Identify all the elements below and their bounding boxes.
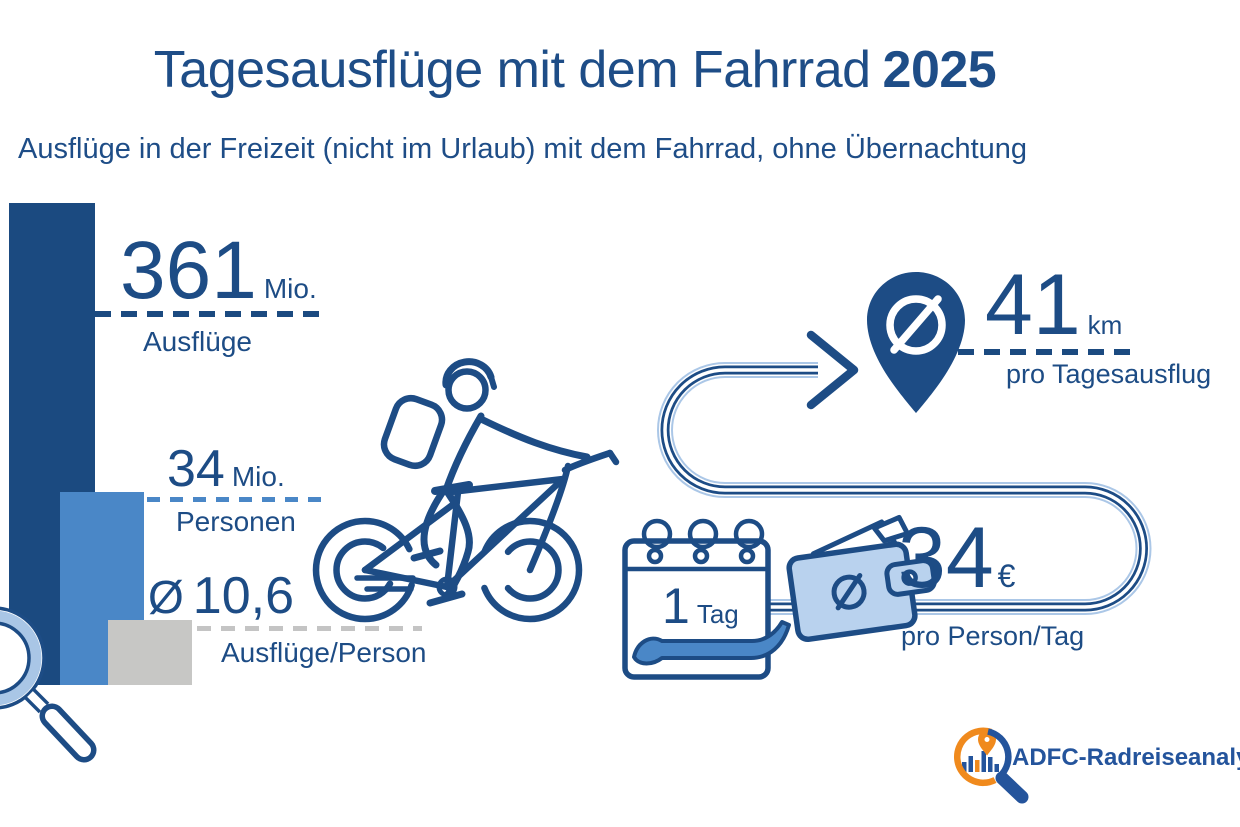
stat-personen: 34 Mio. [167, 443, 285, 495]
stat-distanz-value: 41 [985, 257, 1081, 353]
arrow-icon [806, 330, 859, 410]
leader-line-distanz [958, 349, 1138, 355]
calendar-icon [622, 518, 791, 680]
average-symbol-pin [886, 295, 946, 355]
location-pin-icon [867, 272, 965, 413]
route-path [657, 362, 1152, 615]
stat-ausgaben-label: pro Person/Tag [901, 621, 1085, 651]
stat-distanz-label: pro Tagesausflug [1006, 359, 1212, 389]
stat-ausgaben: 34 € [898, 515, 1015, 601]
stat-ausgaben-value: 34 [898, 510, 994, 606]
average-symbol-wallet [831, 573, 867, 611]
stat-dauer-value: 1 [662, 578, 690, 634]
leader-line-ausfluege [95, 311, 321, 317]
bar-ausfluege-pro-person [108, 620, 192, 685]
logo-pin-icon [978, 730, 996, 756]
bicycle-rider-icon [312, 358, 620, 623]
stat-ausfluege-label: Ausflüge [143, 326, 252, 357]
page-title: Tagesausflüge mit dem Fahrrad 2025 [0, 40, 1150, 100]
stat-ausfluege-pro-person-value: 10,6 [192, 567, 294, 625]
stat-ausfluege-value: 361 [120, 225, 257, 316]
logo-wordmark: ADFC-Radreiseanalyse [1012, 744, 1240, 771]
page-subtitle: Ausflüge in der Freizeit (nicht im Urlau… [18, 133, 1028, 165]
leader-line-ausfluege-person [197, 626, 422, 631]
stat-personen-value: 34 [167, 440, 225, 498]
stat-distanz-unit: km [1087, 310, 1123, 340]
average-symbol-text: Ø [148, 571, 184, 623]
stat-distanz: 41 km [985, 262, 1122, 348]
page-title-text: Tagesausflüge mit dem Fahrrad [153, 41, 871, 99]
stat-ausfluege-pro-person-label: Ausflüge/Person [221, 637, 427, 668]
leader-line-personen [147, 497, 331, 502]
wallet-icon [786, 514, 937, 643]
stat-ausfluege-pro-person: Ø 10,6 [148, 570, 294, 624]
stat-dauer-unit: Tag [696, 599, 739, 629]
stat-dauer: 1 Tag [662, 581, 739, 631]
magnifier-icon [0, 606, 97, 763]
stat-ausgaben-unit: € [997, 558, 1016, 594]
stat-personen-label: Personen [176, 506, 296, 537]
page-title-year: 2025 [882, 41, 997, 99]
stat-ausfluege: 361 Mio. [120, 230, 317, 312]
calendar-page-curl [632, 620, 791, 666]
stat-personen-unit: Mio. [231, 461, 285, 492]
logo-magnifier-icon [954, 727, 1029, 804]
stat-ausfluege-unit: Mio. [263, 273, 317, 304]
